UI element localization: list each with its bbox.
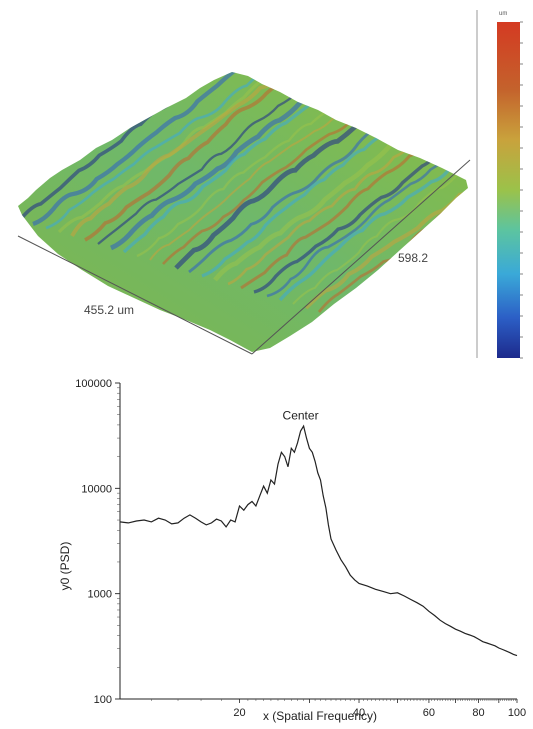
x-dimension-label: 455.2 um [84, 303, 134, 317]
psd-chart: 20 40 60 80 100 100 1000 10000 100000 Center x … [58, 378, 526, 723]
y-dimension-label: 598.2 [398, 251, 428, 265]
surface-topography-panel: 455.2 um 598.2 um [17, 10, 523, 359]
surface-ridge [304, 112, 468, 310]
x-axis-title: x (Spatial Frequency) [263, 709, 377, 723]
surface-ridge [292, 104, 468, 305]
psd-chart-panel: 20 40 60 80 100 100 1000 10000 100000 Center x … [0, 370, 533, 724]
surface-ridge [70, 72, 326, 238]
chart-axes [119, 383, 517, 700]
psd-series-line [119, 424, 518, 657]
x-tick-label: 100 [508, 707, 526, 719]
surface-ridge [266, 107, 468, 298]
y-tick-label: 10000 [81, 483, 112, 495]
y-tick-label: 1000 [88, 589, 112, 601]
x-tick-label: 60 [423, 707, 435, 719]
surface-ridge [32, 72, 282, 227]
y-axis-ticks: 100 1000 10000 100000 [75, 378, 120, 706]
x-tick-label: 80 [472, 707, 484, 719]
surface-ridge [18, 72, 265, 222]
y-axis-title: y0 (PSD) [58, 542, 72, 591]
x-axis-ticks: 20 40 60 80 100 [151, 699, 526, 719]
color-scale-unit: um [499, 11, 507, 17]
surface-ridge [45, 72, 311, 230]
y-tick-label: 100000 [75, 378, 112, 390]
surface-ridge [278, 105, 468, 302]
x-tick-label: 40 [353, 707, 365, 719]
x-tick-label: 20 [233, 707, 245, 719]
y-tick-label: 100 [94, 694, 112, 706]
color-scale-bar: um [476, 10, 523, 359]
surface-base-frame [17, 159, 471, 355]
surface-3d-plot: 455.2 um 598.2 um [17, 10, 523, 359]
center-annotation: Center [283, 408, 319, 422]
